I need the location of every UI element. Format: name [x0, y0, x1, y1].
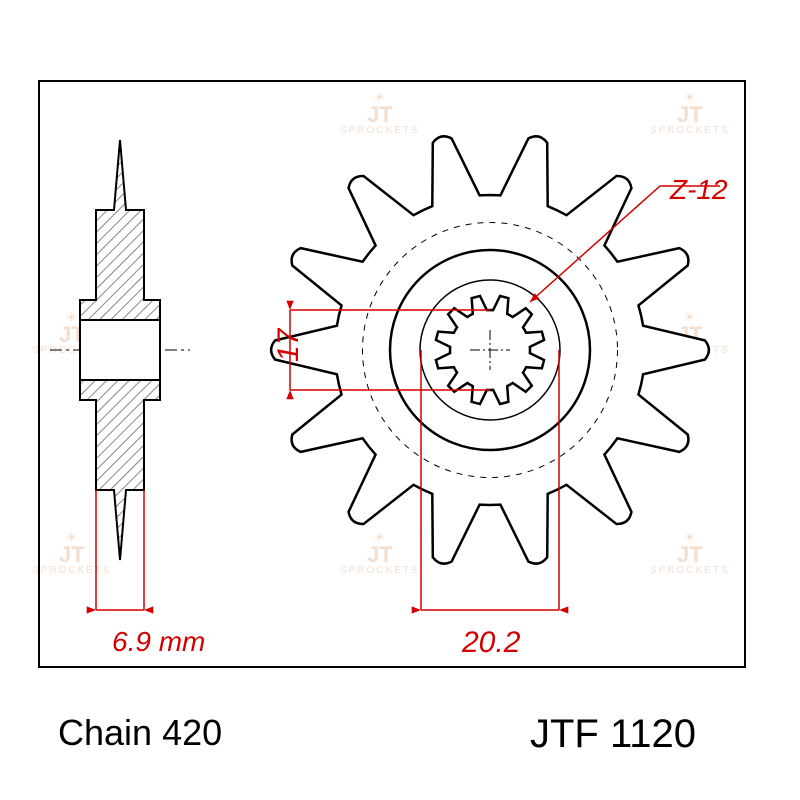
dim-thickness-label: 6.9 mm — [112, 626, 205, 658]
part-number-label: JTF 1120 — [530, 712, 696, 757]
chain-label: Chain 420 — [58, 712, 222, 754]
dim-outer-label: 20.2 — [462, 626, 520, 660]
drawing-svg — [0, 0, 800, 800]
dim-spline-label: Z-12 — [670, 174, 728, 206]
dim-bore-label: 17 — [272, 329, 306, 362]
side-view — [50, 140, 190, 614]
